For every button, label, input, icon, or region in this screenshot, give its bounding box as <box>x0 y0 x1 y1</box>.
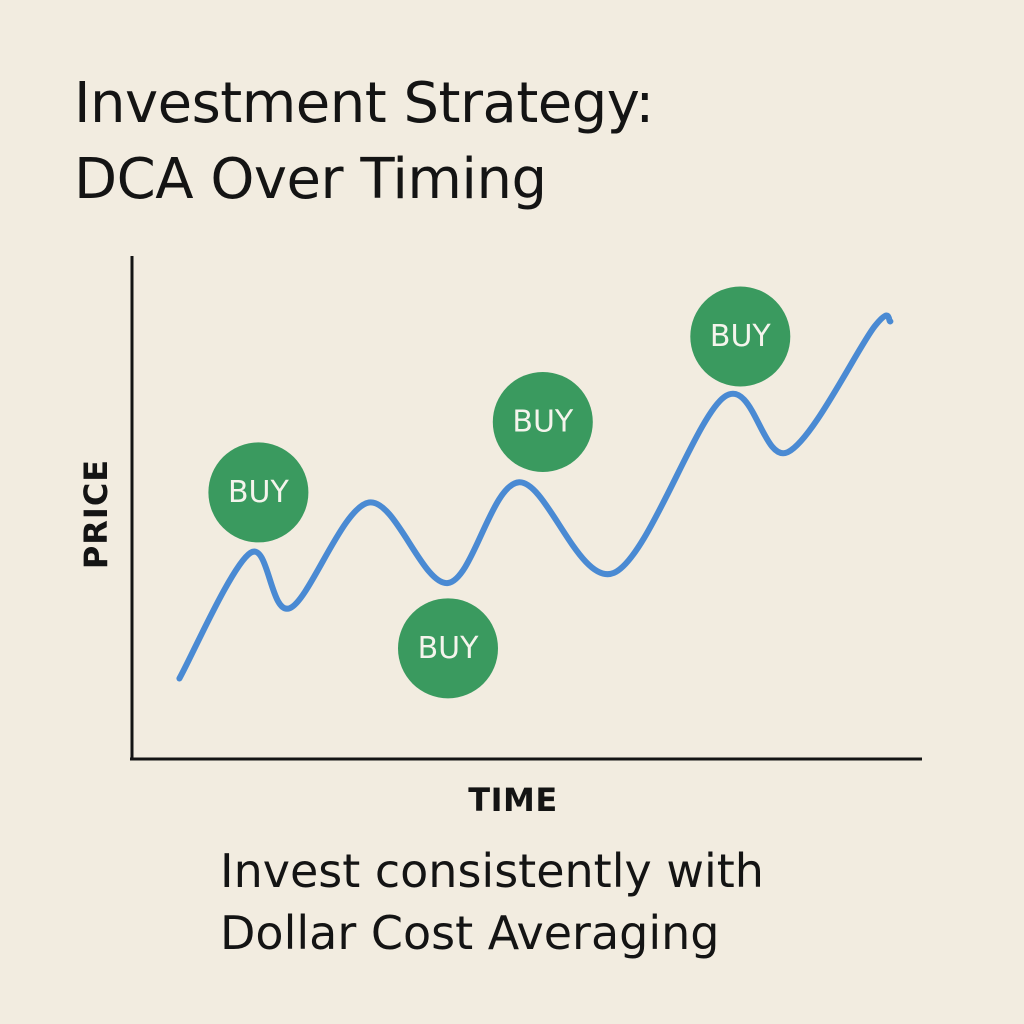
buy-marker-label: BUY <box>512 404 574 439</box>
buy-marker-label: BUY <box>710 319 772 354</box>
buy-marker-label: BUY <box>228 475 290 510</box>
caption: Invest consistently with Dollar Cost Ave… <box>220 840 764 964</box>
x-axis-label: TIME <box>468 781 558 819</box>
buy-marker: BUY <box>690 286 791 387</box>
title-line-2: DCA Over Timing <box>74 147 547 212</box>
buy-marker-circle <box>690 286 791 387</box>
caption-line-1: Invest consistently with <box>220 844 764 898</box>
buy-marker-circle <box>492 371 593 472</box>
buy-marker: BUY <box>208 442 309 543</box>
page-title: Investment Strategy: DCA Over Timing <box>74 66 654 218</box>
buy-marker-circle <box>398 598 498 699</box>
caption-line-2: Dollar Cost Averaging <box>220 906 720 960</box>
buy-marker: BUY <box>398 598 498 699</box>
buy-markers: BUY BUY BUY BUY <box>208 286 791 699</box>
title-line-1: Investment Strategy: <box>74 71 654 136</box>
buy-marker: BUY <box>492 371 593 472</box>
buy-marker-circle <box>208 442 309 543</box>
buy-marker-label: BUY <box>418 631 480 666</box>
series-line-price <box>176 312 894 682</box>
y-axis-label: PRICE <box>77 458 115 570</box>
